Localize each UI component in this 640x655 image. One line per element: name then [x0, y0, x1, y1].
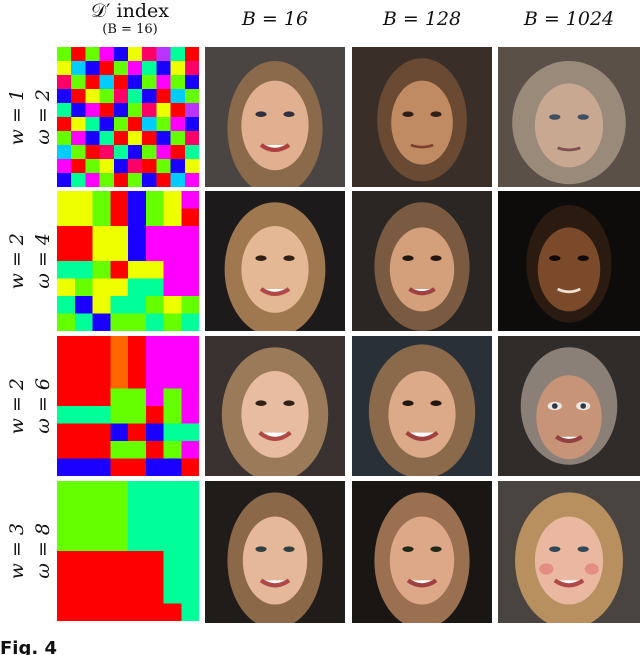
face-image — [205, 191, 345, 331]
face-image — [498, 336, 640, 476]
omega-label: ω = 8 — [32, 523, 54, 579]
face-sample-r4-b1024 — [498, 481, 640, 623]
omega-label: ω = 6 — [32, 378, 54, 434]
row-label-3: ω = 6 w = 2 — [6, 336, 54, 476]
face-sample-r4-b128 — [352, 481, 492, 623]
face-image — [498, 191, 640, 331]
row-label-2: ω = 4 w = 2 — [6, 191, 54, 331]
index-grid-4-svg — [57, 481, 199, 621]
index-grid-1-svg — [57, 47, 199, 187]
face-image — [205, 481, 345, 623]
w-label: w = 1 — [6, 88, 28, 146]
face-image — [205, 47, 345, 187]
index-grid-1 — [57, 47, 199, 187]
face-sample-r2-b16 — [205, 191, 345, 331]
index-grid-2-svg — [57, 191, 199, 331]
face-sample-r2-b1024 — [498, 191, 640, 331]
omega-label: ω = 4 — [32, 233, 54, 289]
face-image — [352, 47, 492, 187]
index-grid-3-svg — [57, 336, 199, 476]
face-image — [352, 481, 492, 623]
face-sample-r3-b128 — [352, 336, 492, 476]
omega-label: ω = 2 — [32, 89, 54, 145]
face-sample-r1-b1024 — [498, 47, 640, 187]
column-header-b16: B = 16 — [241, 8, 309, 30]
index-title: 𝒟′ index — [91, 0, 169, 22]
face-image — [498, 47, 640, 187]
index-grid-2 — [57, 191, 199, 331]
face-image — [352, 191, 492, 331]
w-label: w = 3 — [6, 522, 28, 580]
column-header-b1024: B = 1024 — [523, 8, 615, 30]
row-label-4: ω = 8 w = 3 — [6, 481, 54, 621]
face-image — [498, 481, 640, 623]
face-sample-r3-b1024 — [498, 336, 640, 476]
row-label-1: ω = 2 w = 1 — [6, 47, 54, 187]
face-sample-r3-b16 — [205, 336, 345, 476]
index-subtitle: (B = 16) — [102, 22, 158, 37]
column-header-b128: B = 128 — [382, 8, 462, 30]
face-sample-r2-b128 — [352, 191, 492, 331]
figure-caption-fragment: Fig. 4 — [0, 640, 57, 655]
index-grid-3 — [57, 336, 199, 476]
w-label: w = 2 — [6, 377, 28, 435]
face-sample-r1-b128 — [352, 47, 492, 187]
w-label: w = 2 — [6, 232, 28, 290]
index-column-header: 𝒟′ index (B = 16) — [55, 0, 205, 38]
face-image — [205, 336, 345, 476]
face-image — [352, 336, 492, 476]
face-sample-r1-b16 — [205, 47, 345, 187]
index-grid-4 — [57, 481, 199, 621]
face-sample-r4-b16 — [205, 481, 345, 623]
